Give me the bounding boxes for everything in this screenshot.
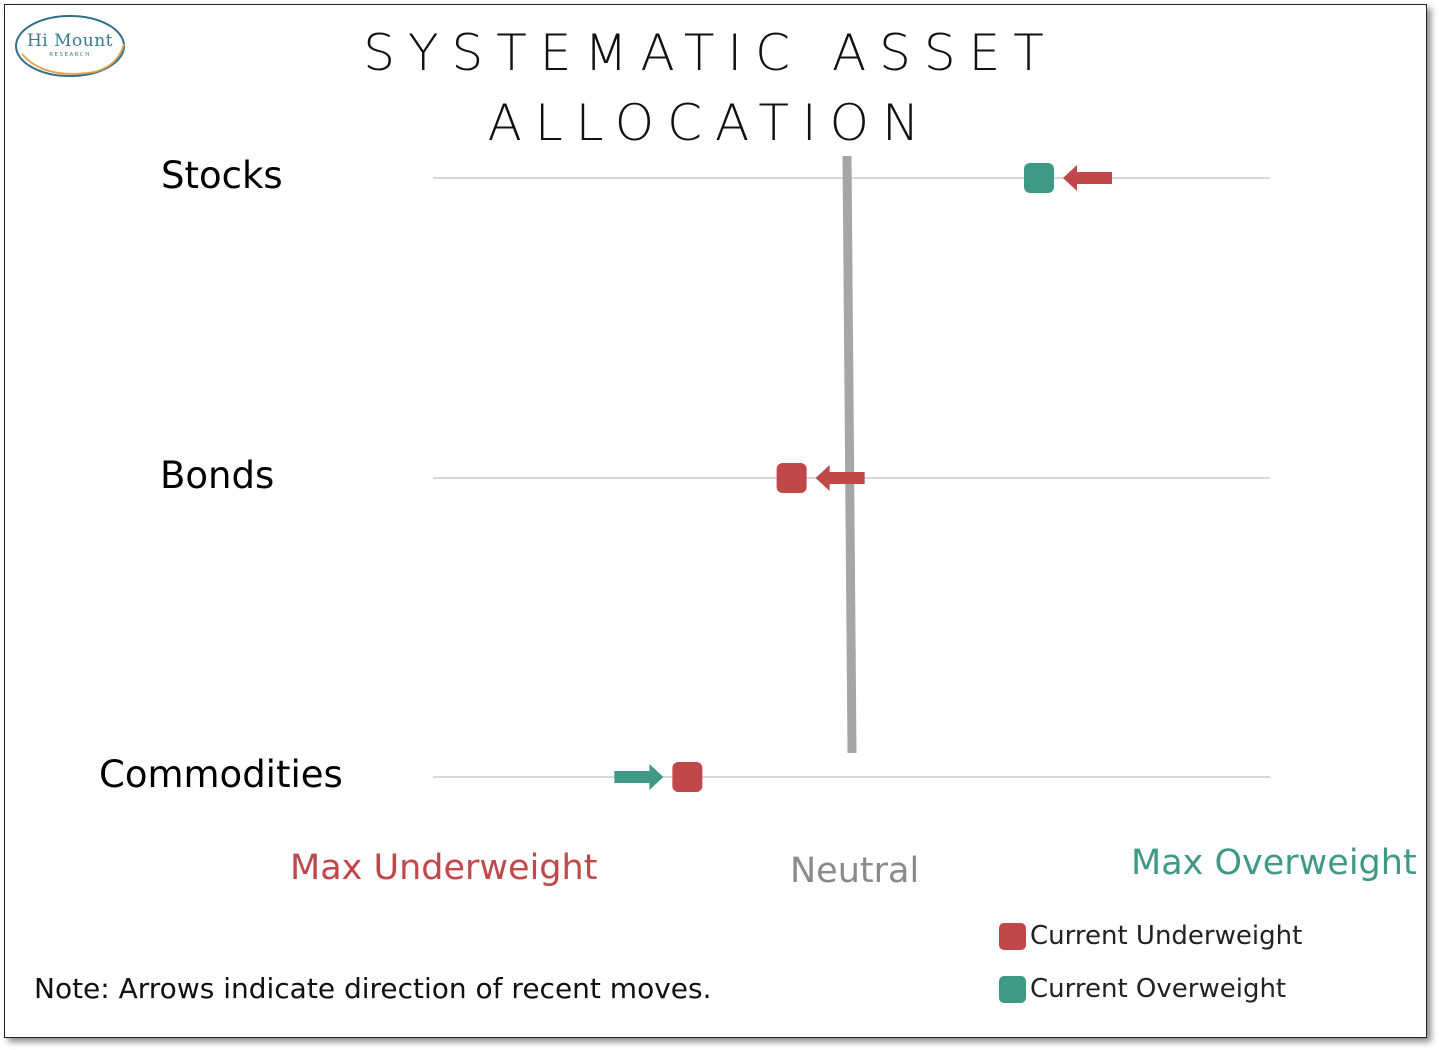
slide-frame bbox=[4, 4, 1427, 1038]
arrow-stocks bbox=[1063, 165, 1112, 191]
footnote: Note: Arrows indicate direction of recen… bbox=[34, 972, 712, 1005]
neutral-line bbox=[842, 155, 857, 754]
arrow-commodities bbox=[614, 764, 664, 790]
logo-ellipse bbox=[15, 15, 125, 77]
legend-item-overweight: Current Overweight bbox=[999, 974, 1286, 1004]
legend-label-overweight: Current Overweight bbox=[1030, 974, 1287, 1004]
row-label-bonds: Bonds bbox=[160, 454, 275, 497]
legend-item-underweight: Current Underweight bbox=[999, 921, 1302, 951]
row-label-commodities: Commodities bbox=[99, 753, 343, 796]
logo-name: Hi Mount bbox=[26, 31, 114, 51]
logo-subtitle: RESEARCH bbox=[49, 52, 91, 58]
marker-bonds bbox=[776, 463, 807, 493]
marker-commodities bbox=[672, 762, 703, 792]
chart-title-line-1: SYSTEMATIC ASSET bbox=[363, 24, 1057, 82]
max-overweight-label: Max Overweight bbox=[1131, 843, 1417, 883]
legend-label-underweight: Current Underweight bbox=[1030, 921, 1303, 951]
row-label-stocks: Stocks bbox=[161, 154, 283, 197]
legend-swatch-overweight bbox=[999, 975, 1026, 1003]
max-underweight-label: Max Underweight bbox=[290, 848, 598, 888]
marker-stocks bbox=[1024, 163, 1054, 193]
arrow-bonds bbox=[815, 465, 865, 491]
hi-mount-logo: Hi Mount RESEARCH bbox=[14, 14, 126, 78]
neutral-label: Neutral bbox=[790, 851, 920, 891]
legend-swatch-underweight bbox=[999, 922, 1026, 950]
chart-title-line-2: ALLOCATION bbox=[487, 94, 933, 152]
